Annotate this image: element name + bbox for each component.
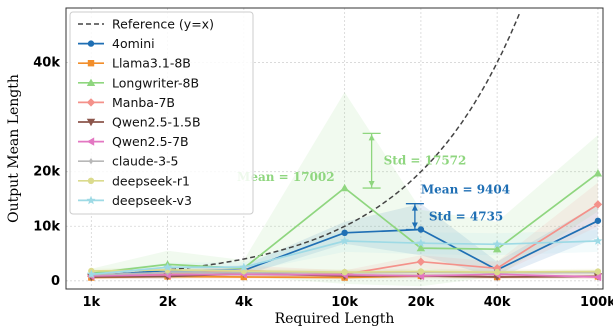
legend-label: deepseek-r1 <box>112 173 190 188</box>
legend-entry-Reference (y=x): Reference (y=x) <box>78 17 214 32</box>
reference-line-y-eq-x <box>91 13 521 277</box>
legend-label: Reference (y=x) <box>112 17 214 32</box>
data-point-deepseek-r1-20k <box>417 268 425 275</box>
longwriter-std-arrow-down <box>368 181 375 188</box>
annotations: Mean = 17002 Std = 17572 Mean = 9404 Std = … <box>237 132 510 231</box>
legend-label: deepseek-v3 <box>112 193 192 208</box>
series-lines <box>86 169 603 282</box>
data-point-deepseek-v3-40k <box>492 239 502 249</box>
legend-entry-4omini: 4omini <box>78 36 155 51</box>
legend-entry-deepseek-v3: deepseek-v3 <box>78 193 192 208</box>
omini-std-label: Std = 4735 <box>429 210 503 224</box>
data-point-deepseek-r1-40k <box>493 268 501 276</box>
legend-label: claude-3-5 <box>112 154 178 169</box>
legend-entry-claude-3-5: claude-3-5 <box>78 154 178 169</box>
data-point-4omini-10k <box>341 229 348 236</box>
legend-swatch-marker <box>86 78 96 86</box>
y-tick-label: 0 <box>51 274 60 289</box>
data-point-deepseek-v3-4k <box>239 262 249 271</box>
data-point-4omini-100k <box>594 217 602 224</box>
data-point-Longwriter-8B-40k <box>492 244 502 253</box>
y-tick-label: 10k <box>33 219 60 234</box>
data-point-Qwen2.5-7B-100k <box>593 272 602 282</box>
data-point-deepseek-v3-10k <box>340 236 350 245</box>
legend-swatch-marker <box>87 60 95 67</box>
x-tick-label: 10k <box>331 295 358 310</box>
x-axis-label: Required Length <box>275 311 395 326</box>
data-point-Longwriter-8B-20k <box>416 243 426 252</box>
x-tick-label: 40k <box>484 295 511 310</box>
data-point-deepseek-r1-10k <box>341 268 348 276</box>
omini-std-arrow-up <box>411 204 418 211</box>
data-point-Manba-7B-100k <box>593 200 603 209</box>
legend-entry-Qwen2.5-7B: Qwen2.5-7B <box>78 134 189 149</box>
longwriter-std-label: Std = 17572 <box>384 154 467 168</box>
reference-line <box>91 13 521 277</box>
legend-box <box>69 11 254 215</box>
x-tick-label: 20k <box>408 295 435 310</box>
legend-entry-Qwen2.5-1.5B: Qwen2.5-1.5B <box>78 115 201 130</box>
legend: Reference (y=x) 4omini Llama3.1-8B Longwrit… <box>69 11 254 215</box>
legend-swatch-marker <box>87 40 95 47</box>
legend-swatch-marker <box>87 177 95 184</box>
legend-label: Llama3.1-8B <box>112 56 191 71</box>
legend-swatch-marker <box>86 137 95 146</box>
y-axis-label: Output Mean Length <box>6 74 22 223</box>
data-point-Manba-7B-20k <box>416 257 426 266</box>
data-point-deepseek-v3-20k <box>416 238 426 247</box>
data-point-Longwriter-8B-10k <box>340 183 349 192</box>
legend-swatch-marker <box>86 118 96 127</box>
omini-mean-label: Mean = 9404 <box>421 183 510 197</box>
x-tick-label: 100k <box>580 295 613 310</box>
legend-swatch-marker <box>86 195 96 205</box>
data-point-deepseek-v3-1k <box>86 269 96 279</box>
legend-label: Qwen2.5-1.5B <box>112 115 201 130</box>
std-band-deepseek-v3 <box>91 230 598 277</box>
y-tick-label: 40k <box>33 56 60 71</box>
legend-entry-Llama3.1-8B: Llama3.1-8B <box>78 56 191 71</box>
data-point-Longwriter-8B-100k <box>593 169 603 177</box>
legend-label: Qwen2.5-7B <box>112 134 189 149</box>
x-tick-label: 4k <box>235 295 253 310</box>
series-deepseek-v3 <box>86 236 603 279</box>
data-point-deepseek-r1-100k <box>594 268 602 275</box>
legend-label: Manba-7B <box>112 95 175 110</box>
data-point-deepseek-v3-100k <box>593 236 603 245</box>
legend-label: Longwriter-8B <box>112 75 199 90</box>
legend-entry-Longwriter-8B: Longwriter-8B <box>78 75 199 90</box>
legend-swatch-marker <box>86 98 96 107</box>
legend-label: 4omini <box>112 36 155 51</box>
longwriter-std-arrow-up <box>368 134 375 141</box>
y-tick-label: 20k <box>33 165 60 180</box>
data-point-deepseek-v3-2k <box>163 262 173 271</box>
tick-labels: 1k 2k 4k 10k 20k 40k 100k 0 10k 20k 40k <box>33 56 613 310</box>
x-tick-label: 1k <box>82 295 100 310</box>
legend-swatch-marker <box>88 158 94 165</box>
x-tick-label: 2k <box>159 295 177 310</box>
legend-entry-deepseek-r1: deepseek-r1 <box>78 173 190 188</box>
plot-frame <box>65 7 604 290</box>
omini-std-arrow-down <box>411 222 418 229</box>
longwriter-mean-label: Mean = 17002 <box>237 170 335 184</box>
legend-entry-Manba-7B: Manba-7B <box>78 95 175 110</box>
